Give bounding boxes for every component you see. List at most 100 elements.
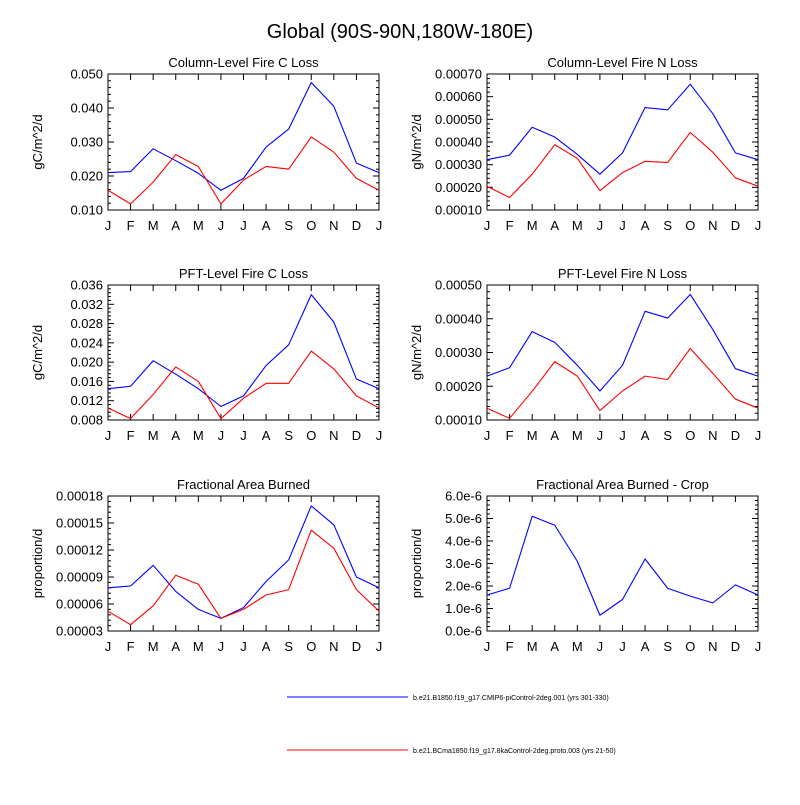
y-axis-label: proportion/d bbox=[30, 529, 45, 598]
x-tick-label: J bbox=[597, 428, 604, 443]
x-tick-label: A bbox=[262, 218, 271, 233]
x-tick-label: M bbox=[572, 428, 583, 443]
y-tick-label: 0.012 bbox=[70, 393, 103, 408]
x-tick-label: A bbox=[550, 428, 559, 443]
x-tick-label: F bbox=[506, 639, 514, 654]
x-tick-label: J bbox=[619, 428, 626, 443]
y-tick-label: 0.00020 bbox=[435, 180, 482, 195]
chart-panel-1: Column-Level Fire C Loss gC/m^2/d 0.010 0.0… bbox=[30, 55, 382, 233]
x-tick-label: N bbox=[329, 428, 338, 443]
y-tick-label: 0.036 bbox=[70, 278, 103, 293]
x-tick-label: A bbox=[550, 218, 559, 233]
y-tick-label: 0.00060 bbox=[435, 89, 482, 104]
x-tick-label: S bbox=[663, 428, 672, 443]
series-line-2 bbox=[486, 131, 759, 199]
y-tick-label: 0.040 bbox=[70, 101, 103, 116]
chart-panel-5: Fractional Area Burned proportion/d 0.0000… bbox=[30, 477, 382, 654]
y-tick-label: 0.008 bbox=[70, 413, 103, 428]
x-tick-label: M bbox=[527, 639, 538, 654]
y-tick-label: 0.00030 bbox=[435, 345, 482, 360]
x-tick-label: J bbox=[376, 428, 383, 443]
chart-title: Column-Level Fire N Loss bbox=[547, 55, 698, 70]
page-title: Global (90S-90N,180W-180E) bbox=[267, 21, 533, 43]
x-tick-label: O bbox=[685, 218, 695, 233]
chart-panel-6: Fractional Area Burned - Crop proportion/… bbox=[409, 477, 761, 654]
y-tick-label: 0.00006 bbox=[56, 597, 103, 612]
y-tick-label: 5.0e-6 bbox=[445, 511, 482, 526]
series-line-1 bbox=[107, 81, 380, 191]
x-tick-label: A bbox=[550, 639, 559, 654]
x-tick-label: D bbox=[352, 428, 361, 443]
x-tick-label: J bbox=[484, 639, 491, 654]
x-tick-label: M bbox=[148, 639, 159, 654]
x-tick-label: N bbox=[708, 218, 717, 233]
y-axis-label: gN/m^2/d bbox=[409, 325, 424, 380]
x-tick-label: O bbox=[685, 428, 695, 443]
legend-entry-2: b.e21.BCma1850.f19_g17.8kaControl-2deg.p… bbox=[287, 748, 616, 755]
y-tick-label: 0.028 bbox=[70, 316, 103, 331]
y-tick-label: 0.00010 bbox=[435, 413, 482, 428]
x-tick-label: M bbox=[148, 218, 159, 233]
plot-frame bbox=[486, 495, 759, 632]
chart-panel-2: Column-Level Fire N Loss gN/m^2/d 0.00010 0… bbox=[409, 55, 761, 233]
series-line-1 bbox=[107, 505, 380, 619]
x-tick-label: O bbox=[306, 428, 316, 443]
plot-frame bbox=[486, 284, 759, 421]
y-tick-label: 3.0e-6 bbox=[445, 556, 482, 571]
x-tick-label: F bbox=[127, 218, 135, 233]
x-tick-label: M bbox=[193, 218, 204, 233]
x-tick-label: J bbox=[240, 428, 247, 443]
series-line-1 bbox=[486, 293, 759, 392]
series-line-1 bbox=[486, 515, 759, 616]
legend-label: b.e21.BCma1850.f19_g17.8kaControl-2deg.p… bbox=[413, 748, 616, 755]
x-tick-label: J bbox=[376, 218, 383, 233]
x-tick-label: J bbox=[755, 428, 762, 443]
series-line-2 bbox=[486, 347, 759, 419]
x-tick-label: J bbox=[240, 218, 247, 233]
y-tick-label: 0.00070 bbox=[435, 67, 482, 82]
y-tick-label: 0.050 bbox=[70, 67, 103, 82]
x-tick-label: N bbox=[708, 639, 717, 654]
x-tick-label: M bbox=[572, 218, 583, 233]
x-tick-label: A bbox=[262, 639, 271, 654]
chart-title: Column-Level Fire C Loss bbox=[168, 55, 319, 70]
x-tick-label: J bbox=[755, 218, 762, 233]
x-tick-label: S bbox=[284, 428, 293, 443]
x-tick-label: D bbox=[352, 218, 361, 233]
x-tick-label: D bbox=[731, 218, 740, 233]
x-tick-label: D bbox=[731, 639, 740, 654]
x-tick-label: A bbox=[171, 428, 180, 443]
x-tick-label: J bbox=[376, 639, 383, 654]
y-tick-label: 0.00040 bbox=[435, 311, 482, 326]
y-axis-label: gC/m^2/d bbox=[30, 325, 45, 380]
x-tick-label: J bbox=[597, 218, 604, 233]
legend: b.e21.B1850.f19_g17.CMIP6-piControl-2deg… bbox=[287, 695, 616, 755]
x-tick-label: A bbox=[171, 639, 180, 654]
y-tick-label: 0.00009 bbox=[56, 570, 103, 585]
x-tick-label: A bbox=[262, 428, 271, 443]
x-tick-label: J bbox=[218, 428, 225, 443]
x-tick-label: J bbox=[597, 639, 604, 654]
y-tick-label: 0.00050 bbox=[435, 278, 482, 293]
x-tick-label: S bbox=[663, 639, 672, 654]
x-tick-label: M bbox=[572, 639, 583, 654]
y-tick-label: 1.0e-6 bbox=[445, 601, 482, 616]
x-tick-label: J bbox=[105, 639, 112, 654]
y-axis-label: gC/m^2/d bbox=[30, 114, 45, 169]
chart-title: Fractional Area Burned - Crop bbox=[536, 477, 709, 492]
y-tick-label: 0.024 bbox=[70, 335, 103, 350]
x-tick-label: S bbox=[284, 218, 293, 233]
x-tick-label: M bbox=[193, 639, 204, 654]
x-tick-label: O bbox=[306, 218, 316, 233]
x-tick-label: J bbox=[218, 218, 225, 233]
y-tick-label: 0.00015 bbox=[56, 516, 103, 531]
x-tick-label: M bbox=[193, 428, 204, 443]
y-tick-label: 0.00020 bbox=[435, 379, 482, 394]
y-axis-label: gN/m^2/d bbox=[409, 114, 424, 169]
y-tick-label: 0.010 bbox=[70, 203, 103, 218]
x-tick-label: S bbox=[663, 218, 672, 233]
y-tick-label: 2.0e-6 bbox=[445, 579, 482, 594]
x-tick-label: J bbox=[619, 639, 626, 654]
